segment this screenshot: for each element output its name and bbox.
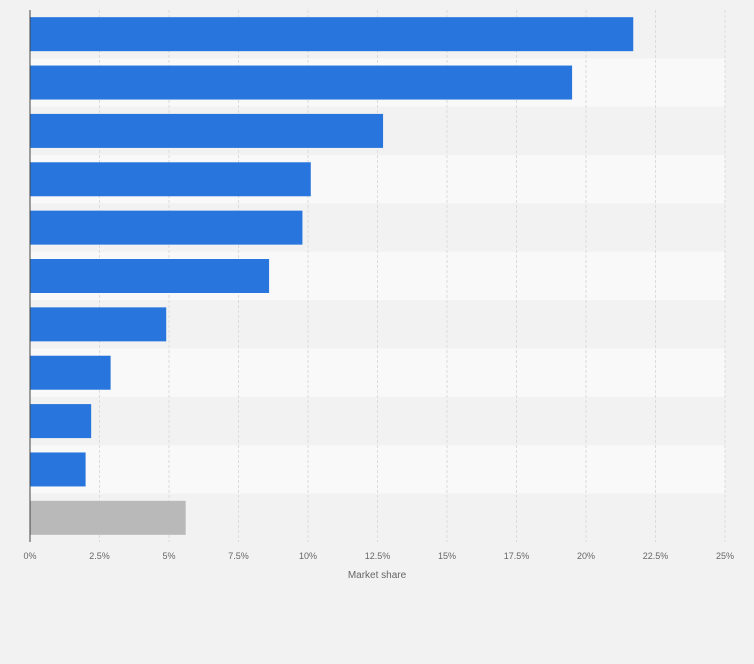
x-tick-label: 2.5% — [89, 551, 110, 561]
bar — [30, 210, 303, 245]
bar — [30, 355, 111, 390]
bar — [30, 404, 92, 439]
bars — [30, 17, 634, 535]
x-tick-label: 20% — [577, 551, 595, 561]
bar — [30, 500, 186, 535]
x-tick-label: 22.5% — [643, 551, 669, 561]
bar — [30, 259, 270, 293]
x-tick-label: 15% — [438, 551, 456, 561]
x-tick-label: 5% — [162, 551, 175, 561]
bar — [30, 162, 311, 197]
x-tick-label: 10% — [299, 551, 317, 561]
x-tick-label: 7.5% — [228, 551, 249, 561]
x-tick-label: 25% — [716, 551, 734, 561]
x-tick-label: 0% — [23, 551, 36, 561]
bar — [30, 65, 573, 100]
x-tick-labels: 0% 2.5% 5% 7.5% 10% 12.5% 15% 17.5% 20% 22.5% 25% — [23, 551, 734, 561]
x-tick-label: 12.5% — [365, 551, 391, 561]
x-tick-label: 17.5% — [504, 551, 530, 561]
bar — [30, 17, 634, 52]
x-axis-label: Market share — [348, 570, 407, 581]
bar — [30, 307, 167, 342]
bar — [30, 113, 384, 148]
bar — [30, 452, 86, 487]
